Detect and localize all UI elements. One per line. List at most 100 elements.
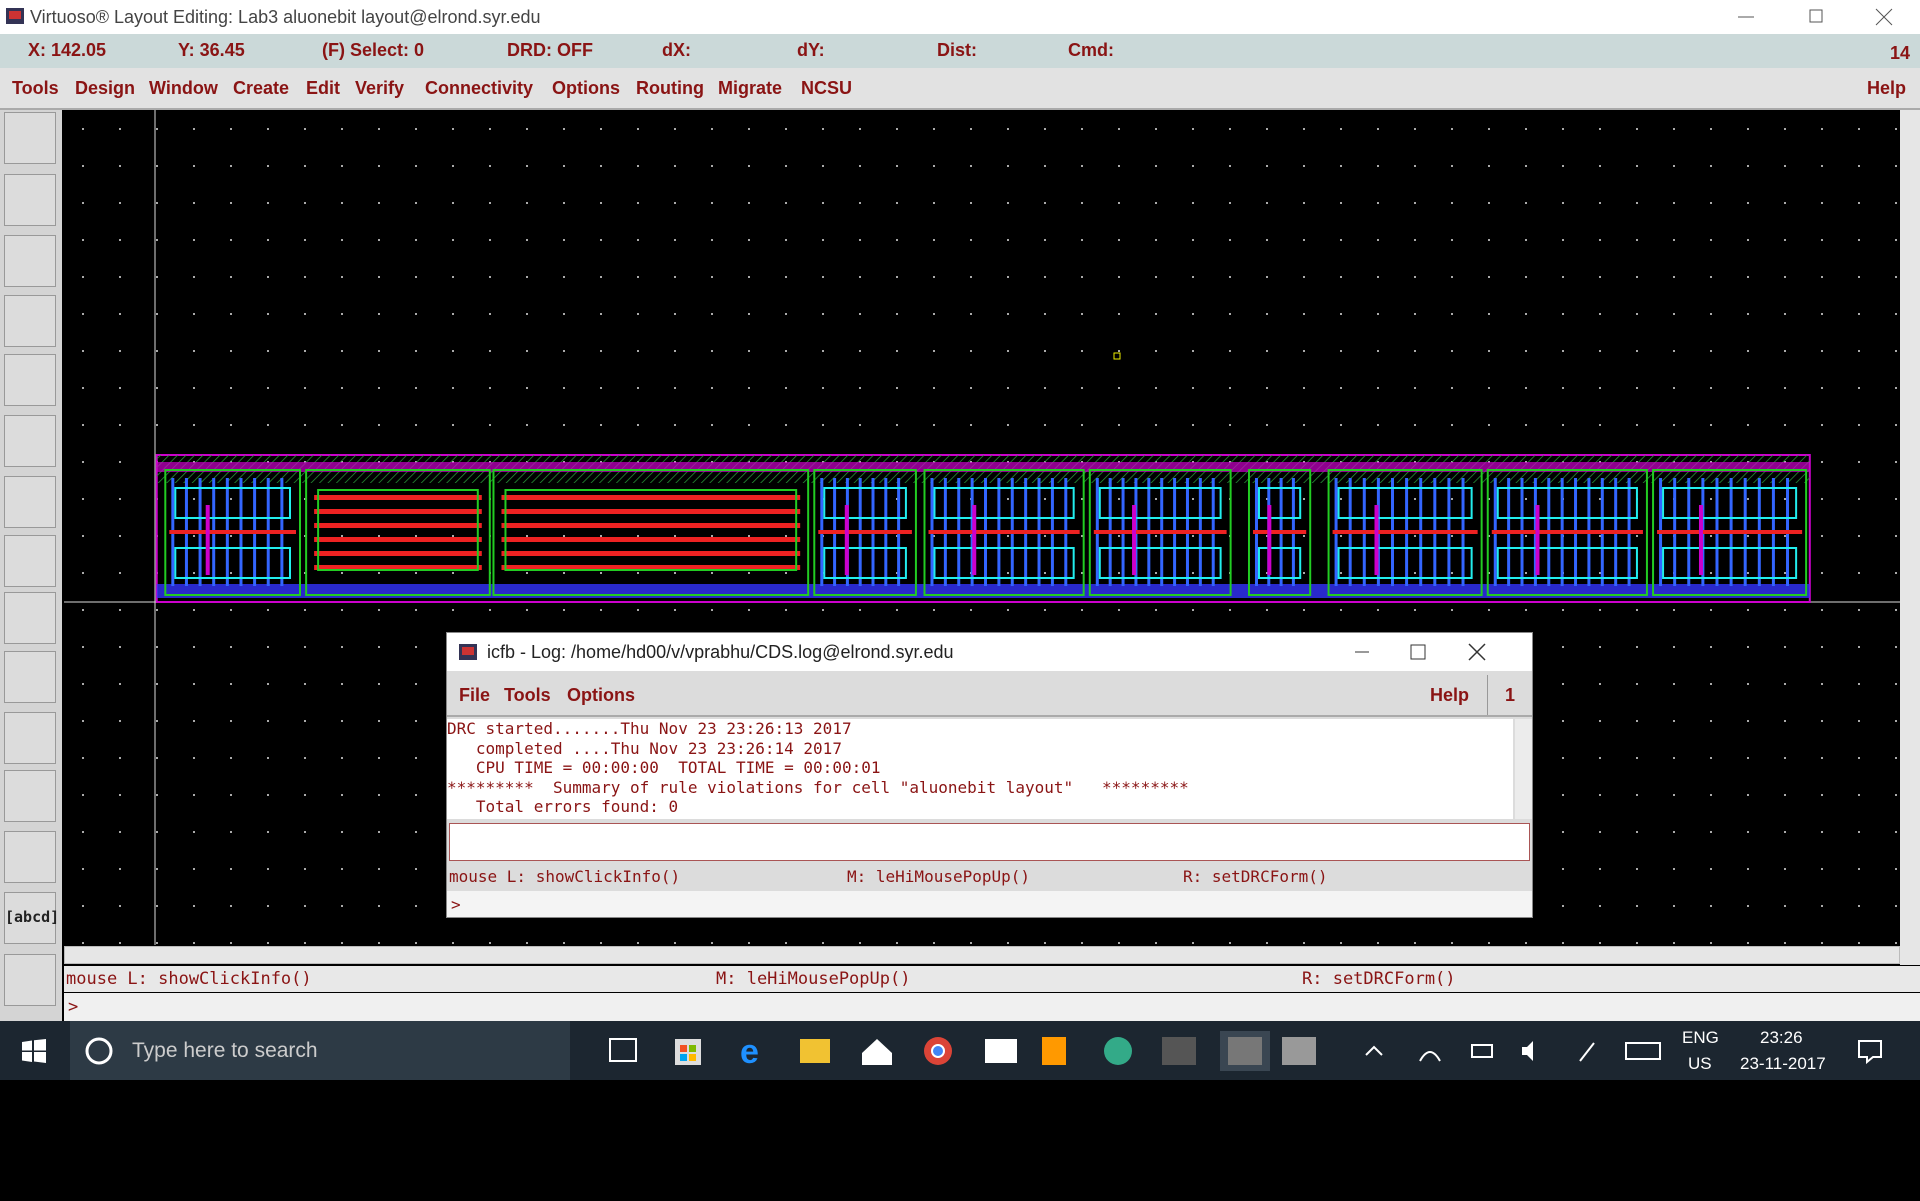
cell-boundary: [1486, 469, 1648, 596]
mouse-bar: mouse L: showClickInfo() M: leHiMousePop…: [64, 966, 1920, 992]
taskbar-apps[interactable]: e: [600, 1031, 1320, 1071]
metal2: [1267, 505, 1272, 575]
clock-date[interactable]: 23-11-2017: [1740, 1054, 1826, 1073]
log-prompt[interactable]: >: [451, 895, 461, 914]
log-output: DRC started.......Thu Nov 23 23:26:13 20…: [447, 719, 1513, 819]
toolbar: [abcd]: [0, 110, 62, 1021]
start-button[interactable]: [22, 1039, 46, 1063]
cell-boundary: [1327, 469, 1483, 596]
svg-text:e: e: [740, 1033, 759, 1071]
status-dist: Dist:: [937, 40, 977, 60]
log-mouse-bar: mouse L: showClickInfo() M: leHiMousePop…: [447, 863, 1532, 889]
log-line: Total errors found: 0: [447, 797, 679, 817]
log-help[interactable]: Help: [1430, 685, 1470, 705]
tray-icons[interactable]: [1360, 1037, 1680, 1065]
log-title-bar: icfb - Log: /home/hd00/v/vprabhu/CDS.log…: [447, 633, 1532, 671]
log-icon: [459, 644, 477, 660]
tool-button[interactable]: [4, 651, 56, 703]
log-input[interactable]: [449, 823, 1530, 861]
menu-item[interactable]: Tools: [12, 78, 59, 98]
tool-button[interactable]: [4, 476, 56, 528]
tool-button[interactable]: [4, 592, 56, 644]
log-window: icfb - Log: /home/hd00/v/vprabhu/CDS.log…: [446, 632, 1533, 918]
menu-item[interactable]: Routing: [636, 78, 704, 98]
log-scrollbar[interactable]: [1515, 719, 1532, 819]
menu-item[interactable]: Connectivity: [425, 78, 534, 98]
region[interactable]: US: [1688, 1054, 1712, 1073]
poly-wire: [1252, 530, 1307, 534]
tool-button[interactable]: [abcd]: [4, 892, 59, 944]
status-x: X: 142.05: [28, 40, 107, 60]
poly-wire: [314, 495, 482, 500]
search-box[interactable]: Type here to search: [70, 1021, 570, 1080]
active: [823, 487, 907, 519]
menu-item[interactable]: Window: [149, 78, 218, 98]
status-dx: dX:: [662, 40, 691, 60]
poly-wire: [314, 565, 482, 570]
prompt-bar: >: [64, 993, 1920, 1021]
title-bar: Virtuoso® Layout Editing: Lab3 aluonebit…: [0, 0, 1920, 34]
tool-button[interactable]: [4, 831, 56, 883]
poly-wire: [314, 509, 482, 514]
tool-button[interactable]: [4, 770, 56, 822]
poly-wire: [501, 537, 801, 542]
v-scrollbar[interactable]: [1900, 110, 1920, 965]
status-drd: DRD: OFF: [507, 40, 593, 60]
log-menu-item[interactable]: Options: [567, 685, 635, 705]
status-dy: dY:: [797, 40, 825, 60]
active: [1496, 487, 1638, 519]
tool-button[interactable]: [4, 174, 56, 226]
menu-item[interactable]: Options: [552, 78, 620, 98]
prompt[interactable]: >: [68, 997, 79, 1017]
app-icon: [6, 8, 24, 24]
lang[interactable]: ENG: [1682, 1028, 1719, 1047]
metal2: [844, 505, 849, 575]
status-y: Y: 36.45: [178, 40, 245, 60]
window-controls[interactable]: [1730, 6, 1910, 28]
menu-bar: Help Tools Design Window Create Edit Verify Co…: [0, 68, 1920, 110]
separator: [1487, 675, 1488, 715]
active: [933, 487, 1075, 519]
poly-wire: [928, 530, 1080, 534]
cell-boundary: [1652, 469, 1808, 596]
active: [1098, 547, 1222, 579]
cell-boundary: [305, 469, 491, 596]
log-menu-item[interactable]: Tools: [504, 685, 551, 705]
poly-wire: [314, 551, 482, 556]
tool-button[interactable]: [4, 112, 56, 164]
mouse-m: M: leHiMousePopUp(): [716, 969, 911, 989]
active: [174, 547, 291, 579]
tool-button[interactable]: [4, 535, 56, 587]
h-scrollbar[interactable]: [64, 946, 1900, 964]
poly-wire: [818, 530, 912, 534]
log-controls[interactable]: [1347, 641, 1527, 663]
notifications[interactable]: [1856, 1037, 1884, 1065]
poly-wire: [1491, 530, 1643, 534]
tool-button[interactable]: [4, 415, 56, 467]
poly-wire: [501, 495, 801, 500]
menu-help[interactable]: Help: [1866, 78, 1906, 98]
menu-item[interactable]: NCSU: [801, 78, 853, 98]
vdd-rail: [156, 462, 1810, 472]
menu-item[interactable]: Create: [233, 78, 290, 98]
metal2: [1132, 505, 1137, 575]
menu-item[interactable]: Design: [75, 78, 136, 98]
metal2: [205, 505, 210, 575]
tool-button[interactable]: [4, 354, 56, 406]
clock-time[interactable]: 23:26: [1760, 1028, 1803, 1047]
screen: Virtuoso® Layout Editing: Lab3 aluonebit…: [0, 0, 1920, 1080]
tool-button[interactable]: [4, 235, 56, 287]
status-select: (F) Select: 0: [322, 40, 425, 60]
menu-item[interactable]: Verify: [355, 78, 405, 98]
log-mouse-m: M: leHiMousePopUp(): [847, 867, 1031, 886]
tool-button[interactable]: [4, 295, 56, 347]
active: [1257, 487, 1302, 519]
menu-item[interactable]: Migrate: [718, 78, 783, 98]
tool-button[interactable]: [4, 954, 56, 1006]
poly-wire: [314, 537, 482, 542]
log-menu-item[interactable]: File: [459, 685, 491, 705]
menu-item[interactable]: Edit: [306, 78, 340, 98]
log-title: icfb - Log: /home/hd00/v/vprabhu/CDS.log…: [487, 642, 954, 662]
log-line: DRC started.......Thu Nov 23 23:26:13 20…: [447, 719, 852, 738]
tool-button[interactable]: [4, 712, 56, 764]
